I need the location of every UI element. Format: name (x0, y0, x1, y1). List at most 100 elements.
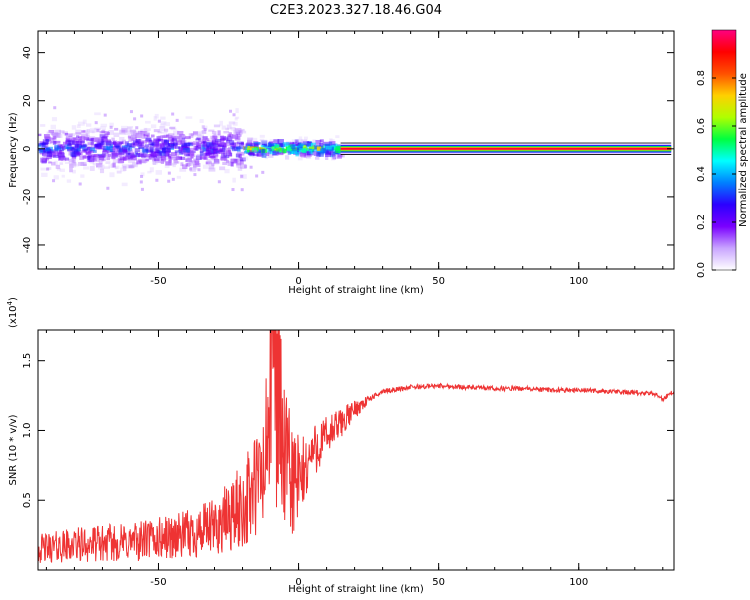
heatmap-cell (102, 153, 109, 157)
heatmap-cell (124, 150, 131, 154)
heatmap-cell (206, 142, 214, 148)
heatmap-cell (174, 139, 182, 143)
heatmap-cell (203, 128, 207, 132)
heatmap-cell (168, 159, 172, 163)
heatmap-cell (154, 151, 158, 156)
heatmap-cell (249, 142, 255, 148)
heatmap-cell (179, 134, 185, 138)
x-tick-label: -50 (150, 577, 166, 588)
heatmap-cell (111, 150, 115, 156)
heatmap-cell (233, 135, 238, 139)
heatmap-cell (163, 151, 170, 157)
heatmap-cell (239, 157, 246, 162)
heatmap-cell (228, 132, 232, 137)
heatmap-cell (237, 134, 242, 137)
heatmap-cell (78, 140, 85, 144)
heatmap-cell (60, 156, 67, 162)
heatmap-cell (157, 131, 162, 134)
heatmap-cell (184, 136, 191, 140)
heatmap-cell (152, 161, 157, 165)
heatmap-cell (54, 144, 59, 150)
heatmap-cell (163, 128, 169, 132)
heatmap-cell (167, 133, 175, 139)
heatmap-cell (144, 128, 151, 131)
heatmap-cell (110, 156, 116, 159)
heatmap-cell (74, 144, 79, 149)
x-tick-label: 100 (569, 577, 588, 588)
heatmap-cell (86, 129, 90, 132)
heatmap-cell (155, 178, 159, 182)
heatmap-cell (130, 130, 136, 134)
heatmap-cell (155, 143, 163, 148)
heatmap-cell (249, 150, 255, 155)
heatmap-cell (87, 142, 94, 146)
heatmap-cell (112, 141, 116, 145)
heatmap-cell (158, 139, 162, 142)
heatmap-cell (82, 155, 88, 159)
heatmap-cell (140, 187, 144, 191)
heatmap-cell (160, 121, 167, 125)
heatmap-cell (78, 136, 82, 140)
heatmap-cell (247, 139, 253, 145)
heatmap-cell (102, 148, 110, 152)
heatmap-cell (225, 159, 229, 163)
heatmap-cell (232, 161, 238, 165)
heatmap-cell (130, 132, 136, 138)
heatmap-cell (148, 140, 154, 145)
heatmap-cell (212, 135, 217, 140)
heatmap-cell (56, 167, 61, 171)
heatmap-cell (220, 135, 225, 138)
heatmap-cell (239, 174, 247, 179)
heatmap-cell (50, 140, 55, 144)
heatmap-cell (192, 131, 199, 136)
heatmap-cell (238, 129, 243, 135)
heatmap-cell (169, 135, 173, 139)
heatmap-cell (38, 143, 45, 146)
heatmap-cell (223, 152, 227, 157)
heatmap-cell (130, 164, 137, 167)
heatmap-cell (127, 164, 133, 169)
heatmap-cell (320, 148, 326, 154)
heatmap-cell (235, 131, 241, 135)
y-tick-label: -20 (22, 189, 33, 205)
heatmap-cell (180, 162, 184, 167)
heatmap-cell (69, 166, 73, 170)
heatmap-cell (165, 148, 171, 153)
heatmap-cell (247, 140, 252, 146)
heatmap-cell (248, 152, 255, 156)
heatmap-cell (144, 130, 149, 136)
heatmap-cell (121, 128, 128, 133)
heatmap-cell (140, 130, 147, 136)
heatmap-cell (171, 135, 178, 141)
heatmap-cell (179, 148, 184, 152)
heatmap-cell (149, 154, 157, 157)
heatmap-cell (75, 152, 81, 157)
heatmap-cell (121, 164, 128, 169)
heatmap-cell (177, 156, 182, 159)
heatmap-cell (192, 163, 197, 168)
heatmap-cell (163, 151, 171, 154)
heatmap-cell (131, 162, 138, 168)
heatmap-cell (225, 147, 231, 153)
heatmap-cell (105, 141, 112, 146)
heatmap-cell (233, 129, 239, 134)
heatmap-cell (53, 106, 57, 110)
heatmap-cell (78, 139, 83, 142)
heatmap-cell (144, 159, 149, 162)
heatmap-cell (60, 152, 64, 156)
heatmap-cell (145, 120, 151, 124)
heatmap-cell (240, 163, 247, 169)
y-tick-label: 1.0 (22, 423, 33, 439)
heatmap-cell (209, 145, 214, 149)
heatmap-cell (228, 154, 233, 158)
heatmap-cell (205, 147, 211, 152)
heatmap-cell (213, 146, 221, 150)
heatmap-cell (314, 156, 320, 160)
heatmap-cell (275, 144, 280, 148)
heatmap-cell (206, 152, 211, 157)
heatmap-cell (38, 133, 42, 137)
heatmap-cell (184, 153, 188, 157)
heatmap-cell (113, 142, 118, 147)
heatmap-cell (249, 165, 253, 169)
heatmap-cell (139, 180, 143, 184)
